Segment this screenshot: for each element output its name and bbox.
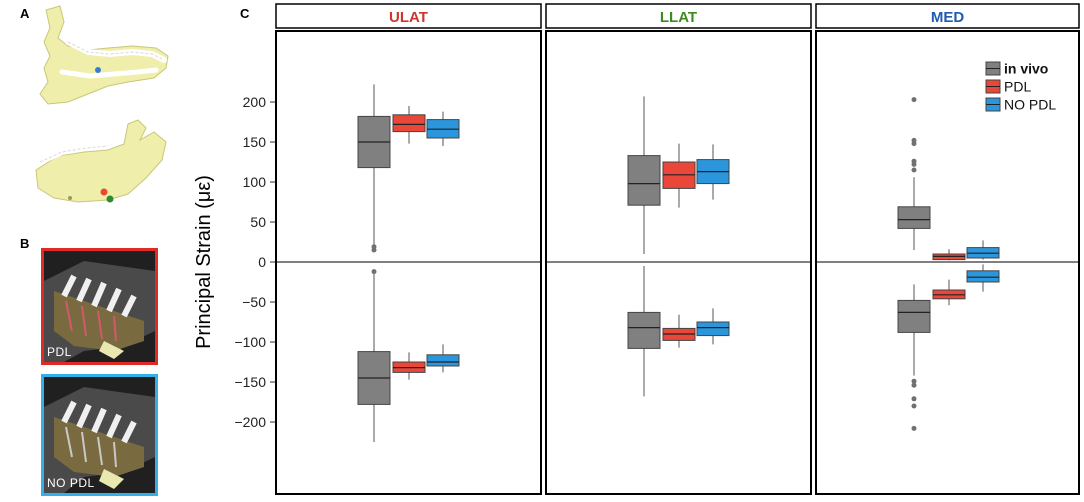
y-tick-label: 50 (250, 214, 266, 230)
box-body (932, 289, 966, 300)
box-in-vivo (357, 269, 391, 442)
outlier-point (911, 97, 917, 103)
y-tick-label: −150 (234, 374, 266, 390)
legend: in vivo PDL NO PDL (985, 61, 1056, 113)
outlier-point (911, 141, 917, 147)
box-in-vivo (627, 266, 661, 397)
box-pdl (392, 352, 426, 380)
outlier-point (911, 396, 917, 402)
ct-scan-pdl-graphic (44, 251, 155, 362)
box-body (966, 270, 1000, 283)
ct-label-pdl: PDL (47, 345, 72, 359)
box-body (426, 119, 460, 139)
ct-image-pdl: PDL (41, 248, 158, 365)
outlier-point (911, 137, 917, 143)
box-body (357, 115, 391, 169)
med-gauge-dot (95, 67, 101, 73)
box-body (392, 361, 426, 373)
llat-gauge-dot (106, 195, 114, 203)
y-tick-label: 200 (243, 94, 267, 110)
box-body (392, 114, 426, 133)
ct-scan-no-pdl-graphic (44, 377, 155, 493)
box-no-pdl (966, 240, 1000, 260)
box-in-vivo (357, 84, 391, 253)
box-no-pdl (426, 111, 460, 146)
ct-image-no-pdl: NO PDL (41, 374, 158, 496)
panel-letter-c: C (240, 6, 250, 21)
box-body (932, 253, 966, 261)
legend-label: NO PDL (1004, 97, 1056, 113)
box-body (897, 206, 931, 229)
panel-letter-a: A (20, 6, 30, 21)
y-tick-label: −50 (242, 294, 266, 310)
outlier-point (911, 378, 917, 384)
ulat-gauge-dot (100, 188, 108, 196)
outlier-point (911, 382, 917, 388)
facet-title: LLAT (660, 9, 697, 26)
legend-swatch (985, 61, 1001, 76)
box-body (662, 327, 696, 341)
legend-swatch (985, 79, 1001, 94)
outlier-point (911, 161, 917, 167)
outlier-point (371, 244, 377, 250)
box-in-vivo (897, 284, 931, 431)
facet-strip (275, 3, 542, 29)
facet-panel (815, 30, 1080, 495)
box-no-pdl (966, 264, 1000, 292)
box-no-pdl (696, 144, 730, 200)
box-body (426, 354, 460, 367)
mandible-illustrations (35, 5, 169, 203)
box-pdl (662, 314, 696, 348)
legend-label: PDL (1004, 79, 1031, 95)
facet-panel (545, 30, 812, 495)
y-axis-label: Principal Strain (με) (193, 175, 215, 349)
legend-swatch (985, 97, 1001, 112)
outlier-point (911, 158, 917, 164)
box-body (627, 311, 661, 349)
box-body (696, 321, 730, 337)
outlier-point (371, 269, 377, 275)
y-tick-label: 150 (243, 134, 267, 150)
box-body (966, 247, 1000, 259)
legend-label: in vivo (1004, 61, 1048, 77)
box-in-vivo (897, 97, 931, 250)
ct-label-no-pdl: NO PDL (47, 476, 95, 490)
outlier-point (911, 167, 917, 173)
y-tick-label: 0 (258, 254, 266, 270)
box-body (696, 159, 730, 185)
box-body (627, 155, 661, 206)
panel-letter-b: B (20, 236, 30, 251)
facet-panel (275, 30, 542, 495)
box-pdl (932, 279, 966, 306)
box-body (662, 161, 696, 189)
outlier-point (911, 425, 917, 431)
facet-strip (545, 3, 812, 29)
mandible-top-view (39, 5, 169, 105)
box-pdl (662, 143, 696, 208)
outlier-point (911, 403, 917, 409)
box-body (897, 299, 931, 333)
mandible-bottom-view (35, 119, 167, 203)
box-pdl (932, 249, 966, 261)
box-body (357, 351, 391, 405)
facet-title: MED (931, 9, 965, 26)
y-tick-label: 100 (243, 174, 267, 190)
box-no-pdl (696, 308, 730, 345)
y-tick-label: −200 (234, 414, 266, 430)
outlier-point (371, 247, 377, 253)
facet-strip (815, 3, 1080, 29)
y-tick-label: −100 (234, 334, 266, 350)
facet-title: ULAT (389, 9, 428, 26)
box-no-pdl (426, 344, 460, 373)
box-in-vivo (627, 96, 661, 254)
box-pdl (392, 106, 426, 144)
